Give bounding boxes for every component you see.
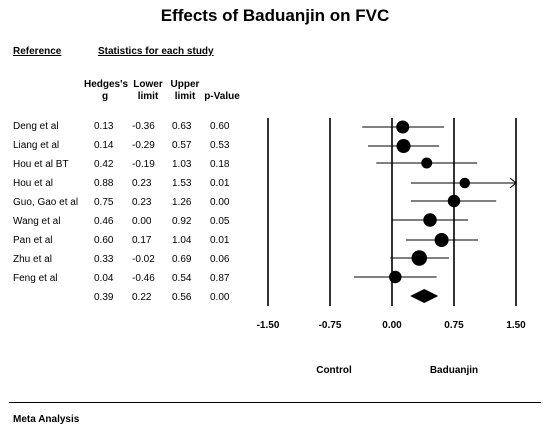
- p-value: 0.01: [210, 178, 230, 189]
- upper-limit-value: 1.04: [172, 235, 192, 246]
- upper-limit-value: 0.69: [172, 254, 192, 265]
- p-value: 0.01: [210, 235, 230, 246]
- upper-limit-value: 1.03: [172, 159, 192, 170]
- upper-limit-value: 1.26: [172, 197, 192, 208]
- lower-limit-value: 0.23: [132, 197, 152, 208]
- p-value: 0.60: [210, 121, 230, 132]
- study-name: Deng et al: [13, 121, 59, 132]
- lower-limit-header: Lower limit: [130, 79, 166, 103]
- x-tick-label: -0.75: [319, 320, 342, 331]
- hedges-g-value: 0.14: [94, 140, 114, 151]
- lower-limit-value: -0.19: [132, 159, 155, 170]
- study-name: Hou et al: [13, 178, 54, 189]
- p-value: 0.05: [210, 216, 230, 227]
- p-value: 0.00: [210, 197, 230, 208]
- statistics-header: Statistics for each study: [98, 46, 214, 57]
- lower-limit-value: 0.17: [132, 235, 152, 246]
- reference-header: Reference: [13, 46, 62, 57]
- hedges-g-value: 0.13: [94, 121, 114, 132]
- study-name: Liang et al: [13, 140, 60, 151]
- control-label: Control: [316, 365, 352, 376]
- hedges-g-value: 0.46: [94, 216, 114, 227]
- upper-limit-value: 1.53: [172, 178, 192, 189]
- study-name: Zhu et al: [13, 254, 52, 265]
- chart-title: Effects of Baduanjin on FVC: [160, 6, 390, 25]
- upper-limit-value: 0.63: [172, 121, 192, 132]
- forest-plot: -1.50 -0.75 0.00 0.75 1.50 Control Baduanjin: [257, 118, 526, 376]
- effect-point: [423, 213, 437, 227]
- x-tick-label: -1.50: [257, 320, 280, 331]
- hedges-g-header-line1: Hedges's: [84, 79, 129, 90]
- lower-limit-value: -0.46: [132, 273, 155, 284]
- p-value-header: p-Value: [204, 91, 240, 102]
- p-value: 0.53: [210, 140, 230, 151]
- summary-p-value: 0.00: [210, 292, 230, 303]
- hedges-g-value: 0.75: [94, 197, 114, 208]
- p-value: 0.87: [210, 273, 230, 284]
- x-tick-label: 0.00: [382, 320, 402, 331]
- hedges-g-value: 0.42: [94, 159, 114, 170]
- summary-upper-limit-value: 0.56: [172, 292, 192, 303]
- upper-limit-value: 0.92: [172, 216, 192, 227]
- hedges-g-value: 0.88: [94, 178, 114, 189]
- study-name: Hou et al BT: [13, 159, 69, 170]
- upper-limit-header-line2: limit: [174, 91, 196, 102]
- upper-limit-value: 0.57: [172, 140, 192, 151]
- effect-point: [447, 194, 461, 208]
- x-tick-label: 1.50: [506, 320, 526, 331]
- lower-limit-header-line1: Lower: [133, 79, 163, 90]
- lower-limit-header-line2: limit: [137, 91, 159, 102]
- effect-point: [434, 233, 449, 247]
- study-name: Wang et al: [13, 216, 61, 227]
- ci-overflow-arrow: [509, 177, 517, 189]
- baduanjin-label: Baduanjin: [430, 365, 478, 376]
- effect-point: [389, 270, 402, 284]
- study-name: Guo, Gao et al: [13, 197, 79, 208]
- p-value: 0.06: [210, 254, 230, 265]
- lower-limit-value: -0.29: [132, 140, 155, 151]
- upper-limit-header-line1: Upper: [170, 79, 200, 90]
- lower-limit-value: -0.02: [132, 254, 155, 265]
- effect-point: [396, 120, 410, 134]
- upper-limit-header: Upper limit: [167, 79, 203, 103]
- study-name: Feng et al: [13, 273, 58, 284]
- upper-limit-value: 0.54: [172, 273, 192, 284]
- lower-limit-value: 0.00: [132, 216, 152, 227]
- lower-limit-value: 0.23: [132, 178, 152, 189]
- summary-lower-limit-value: 0.22: [132, 292, 152, 303]
- hedges-g-value: 0.04: [94, 273, 114, 284]
- p-value: 0.18: [210, 159, 230, 170]
- effect-point: [411, 250, 428, 266]
- study-name: Pan et al: [13, 235, 53, 246]
- hedges-g-value: 0.60: [94, 235, 114, 246]
- effect-point: [459, 177, 470, 189]
- effect-point: [421, 157, 433, 169]
- summary-diamond: [410, 289, 439, 303]
- summary-hedges-g-value: 0.39: [94, 292, 114, 303]
- hedges-g-value: 0.33: [94, 254, 114, 265]
- hedges-g-header-line2: g: [101, 91, 109, 102]
- footer-divider: [9, 402, 541, 403]
- hedges-g-header: Hedges's g: [84, 79, 129, 103]
- footer-label: Meta Analysis: [13, 414, 80, 425]
- effect-point: [396, 139, 411, 153]
- x-tick-label: 0.75: [444, 320, 464, 331]
- lower-limit-value: -0.36: [132, 121, 155, 132]
